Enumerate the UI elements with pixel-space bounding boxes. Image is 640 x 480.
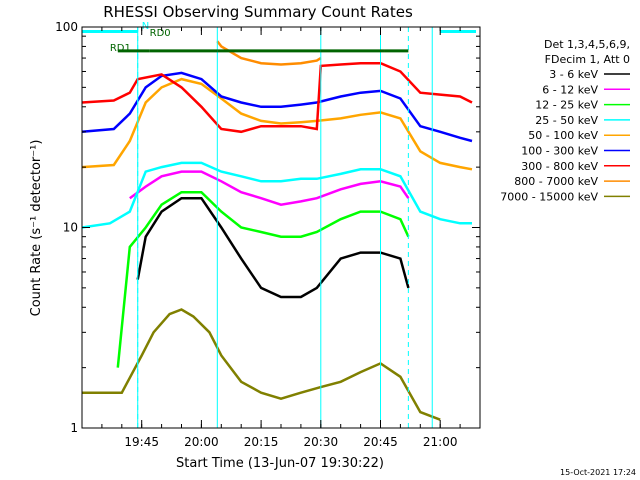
series-line-5 xyxy=(81,71,473,143)
y-tick-label-0: 1 xyxy=(70,421,78,435)
series-line-6 xyxy=(81,61,473,134)
x-tick-label-4: 20:45 xyxy=(363,435,398,449)
series-line-3 xyxy=(81,161,472,229)
legend-label-1: 6 - 12 keV xyxy=(542,83,598,96)
legend-label-5: 100 - 300 keV xyxy=(521,145,598,158)
annotation-2: RD1 xyxy=(110,43,131,54)
legend-header-0: Det 1,3,4,5,6,9, xyxy=(544,38,630,51)
legend-header-1: FDecim 1, Att 0 xyxy=(545,53,630,66)
x-tick-label-2: 20:15 xyxy=(244,435,279,449)
legend-label-4: 50 - 100 keV xyxy=(528,129,598,142)
x-tick-label-5: 21:00 xyxy=(423,435,458,449)
y-tick-label-1: 10 xyxy=(63,221,78,235)
series-line-7 xyxy=(216,40,322,66)
series-line-1 xyxy=(129,170,410,206)
series-line-8 xyxy=(82,308,441,421)
x-axis-label: Start Time (13-Jun-07 19:30:22) xyxy=(176,456,384,471)
series-line-0 xyxy=(136,196,410,299)
x-tick-label-3: 20:30 xyxy=(304,435,339,449)
legend-label-7: 800 - 7000 keV xyxy=(514,175,598,188)
annotation-1: RD0 xyxy=(150,28,171,39)
annotation-0: N xyxy=(142,21,149,32)
legend-label-0: 3 - 6 keV xyxy=(549,68,598,81)
y-axis-label: Count Rate (s⁻¹ detector⁻¹) xyxy=(29,140,44,317)
y-tick-label-2: 100 xyxy=(55,20,78,34)
legend-label-6: 300 - 800 keV xyxy=(521,160,598,173)
legend: Det 1,3,4,5,6,9, FDecim 1, Att 0 3 - 6 keV… xyxy=(500,38,630,203)
legend-label-3: 25 - 50 keV xyxy=(535,114,598,127)
plot-frame xyxy=(81,26,481,429)
legend-label-8: 7000 - 15000 keV xyxy=(500,190,598,203)
x-tick-label-1: 20:00 xyxy=(184,435,219,449)
footer-date: 15-Oct-2021 17:24 xyxy=(560,468,636,477)
axes: 19:45 20:00 20:15 20:30 20:45 21:00 1 10 100 xyxy=(55,20,481,449)
x-tick-label-0: 19:45 xyxy=(124,435,159,449)
chart-title: RHESSI Observing Summary Count Rates xyxy=(103,3,413,21)
series-line-4 xyxy=(81,77,473,171)
legend-label-2: 12 - 25 keV xyxy=(535,99,598,112)
series-line-2 xyxy=(116,190,410,368)
